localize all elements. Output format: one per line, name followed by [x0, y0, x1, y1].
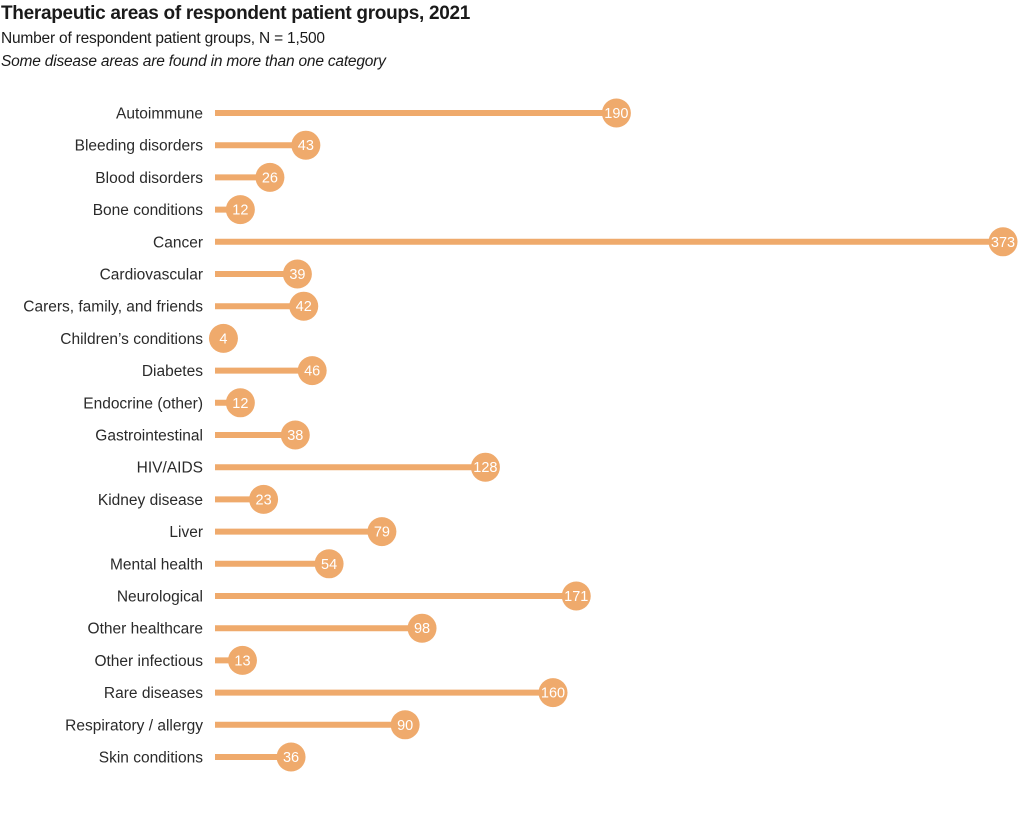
value-label-children-s-conditions: 4 [219, 331, 227, 347]
category-label-cancer: Cancer [153, 234, 203, 251]
bar-end-dot-endocrine-other [225, 388, 255, 418]
value-label-carers-family-and-friends: 42 [296, 299, 312, 315]
category-label-bleeding-disorders: Bleeding disorders [75, 138, 204, 155]
category-label-cardiovascular: Cardiovascular [100, 267, 203, 284]
bar-group-carers-family-and-friends: Carers, family, and friends 42 [23, 291, 319, 321]
category-label-autoimmune: Autoimmune [116, 106, 203, 123]
category-label-carers-family-and-friends: Carers, family, and friends [23, 299, 203, 316]
bar-group-blood-disorders: Blood disorders 26 [95, 162, 285, 192]
bar-group-other-healthcare: Other healthcare 98 [88, 613, 437, 643]
value-label-other-healthcare: 98 [414, 621, 430, 637]
value-label-diabetes: 46 [304, 364, 320, 380]
category-label-respiratory-allergy: Respiratory / allergy [65, 717, 203, 734]
category-label-children-s-conditions: Children’s conditions [60, 331, 203, 348]
bar-end-dot-diabetes [297, 356, 327, 386]
value-label-blood-disorders: 26 [262, 170, 278, 186]
category-label-diabetes: Diabetes [142, 363, 203, 380]
value-label-rare-diseases: 160 [541, 686, 565, 702]
bar-group-liver: Liver 79 [169, 517, 397, 547]
bar-group-bone-conditions: Bone conditions 12 [93, 195, 255, 225]
chart-title: Therapeutic areas of respondent patient … [1, 3, 471, 24]
bar-end-dot-rare-diseases [538, 678, 568, 708]
chart-subtitle: Number of respondent patient groups, N =… [1, 30, 325, 47]
bar-group-bleeding-disorders: Bleeding disorders 43 [75, 130, 321, 160]
category-label-hiv-aids: HIV/AIDS [137, 460, 203, 477]
bar-group-rare-diseases: Rare diseases 160 [104, 678, 568, 708]
bar-end-dot-children-s-conditions [208, 323, 238, 353]
value-label-respiratory-allergy: 90 [397, 718, 413, 734]
bar-group-cardiovascular: Cardiovascular 39 [100, 259, 312, 289]
category-label-mental-health: Mental health [110, 556, 203, 573]
bar-end-dot-kidney-disease [249, 484, 279, 514]
value-label-kidney-disease: 23 [256, 492, 272, 508]
value-label-autoimmune: 190 [604, 106, 628, 122]
category-label-other-healthcare: Other healthcare [88, 621, 203, 638]
bar-end-dot-neurological [561, 581, 591, 611]
category-label-kidney-disease: Kidney disease [98, 492, 203, 509]
bar-end-dot-bone-conditions [225, 195, 255, 225]
category-label-rare-diseases: Rare diseases [104, 685, 203, 702]
value-label-endocrine-other: 12 [232, 396, 248, 412]
value-label-hiv-aids: 128 [473, 460, 497, 476]
bar-end-dot-carers-family-and-friends [289, 291, 319, 321]
value-label-skin-conditions: 36 [283, 750, 299, 766]
category-label-blood-disorders: Blood disorders [95, 170, 203, 187]
value-label-liver: 79 [374, 525, 390, 541]
bar-end-dot-blood-disorders [255, 162, 285, 192]
bar-end-dot-other-infectious [227, 645, 257, 675]
bar-group-gastrointestinal: Gastrointestinal 38 [95, 420, 310, 450]
bar-end-dot-skin-conditions [276, 742, 306, 772]
category-label-gastrointestinal: Gastrointestinal [95, 428, 203, 445]
category-label-bone-conditions: Bone conditions [93, 202, 204, 219]
value-label-mental-health: 54 [321, 557, 337, 573]
value-label-cancer: 373 [991, 235, 1015, 251]
bar-group-diabetes: Diabetes 46 [142, 356, 327, 386]
bar-group-endocrine-other: Endocrine (other) 12 [83, 388, 255, 418]
value-label-gastrointestinal: 38 [287, 428, 303, 444]
chart-note: Some disease areas are found in more tha… [1, 53, 386, 70]
bar-end-dot-liver [367, 517, 397, 547]
bar-end-dot-bleeding-disorders [291, 130, 321, 160]
bar-group-autoimmune: Autoimmune 190 [116, 98, 631, 128]
bar-group-hiv-aids: HIV/AIDS 128 [137, 452, 500, 482]
bar-end-dot-gastrointestinal [280, 420, 310, 450]
bar-end-dot-cancer [988, 227, 1018, 257]
value-label-other-infectious: 13 [234, 653, 250, 669]
bar-group-neurological: Neurological 171 [117, 581, 591, 611]
bar-end-dot-autoimmune [601, 98, 631, 128]
bar-group-children-s-conditions: Children’s conditions 4 [60, 323, 238, 353]
bar-end-dot-other-healthcare [407, 613, 437, 643]
bar-group-kidney-disease: Kidney disease 23 [98, 484, 279, 514]
category-label-endocrine-other: Endocrine (other) [83, 395, 203, 412]
category-label-other-infectious: Other infectious [94, 653, 203, 670]
bar-end-dot-cardiovascular [282, 259, 312, 289]
value-label-bleeding-disorders: 43 [298, 138, 314, 154]
bar-group-respiratory-allergy: Respiratory / allergy 90 [65, 710, 420, 740]
bar-end-dot-mental-health [314, 549, 344, 579]
bar-end-dot-hiv-aids [470, 452, 500, 482]
value-label-bone-conditions: 12 [232, 203, 248, 219]
bar-group-cancer: Cancer 373 [153, 227, 1018, 257]
chart-header: Therapeutic areas of respondent patient … [1, 3, 1001, 72]
bar-group-other-infectious: Other infectious 13 [94, 645, 257, 675]
value-label-cardiovascular: 39 [289, 267, 305, 283]
category-label-skin-conditions: Skin conditions [99, 750, 204, 767]
bar-group-mental-health: Mental health 54 [110, 549, 344, 579]
category-label-liver: Liver [169, 524, 203, 541]
bar-end-dot-respiratory-allergy [390, 710, 420, 740]
category-label-neurological: Neurological [117, 589, 203, 606]
value-label-neurological: 171 [564, 589, 588, 605]
bar-group-skin-conditions: Skin conditions 36 [99, 742, 306, 772]
